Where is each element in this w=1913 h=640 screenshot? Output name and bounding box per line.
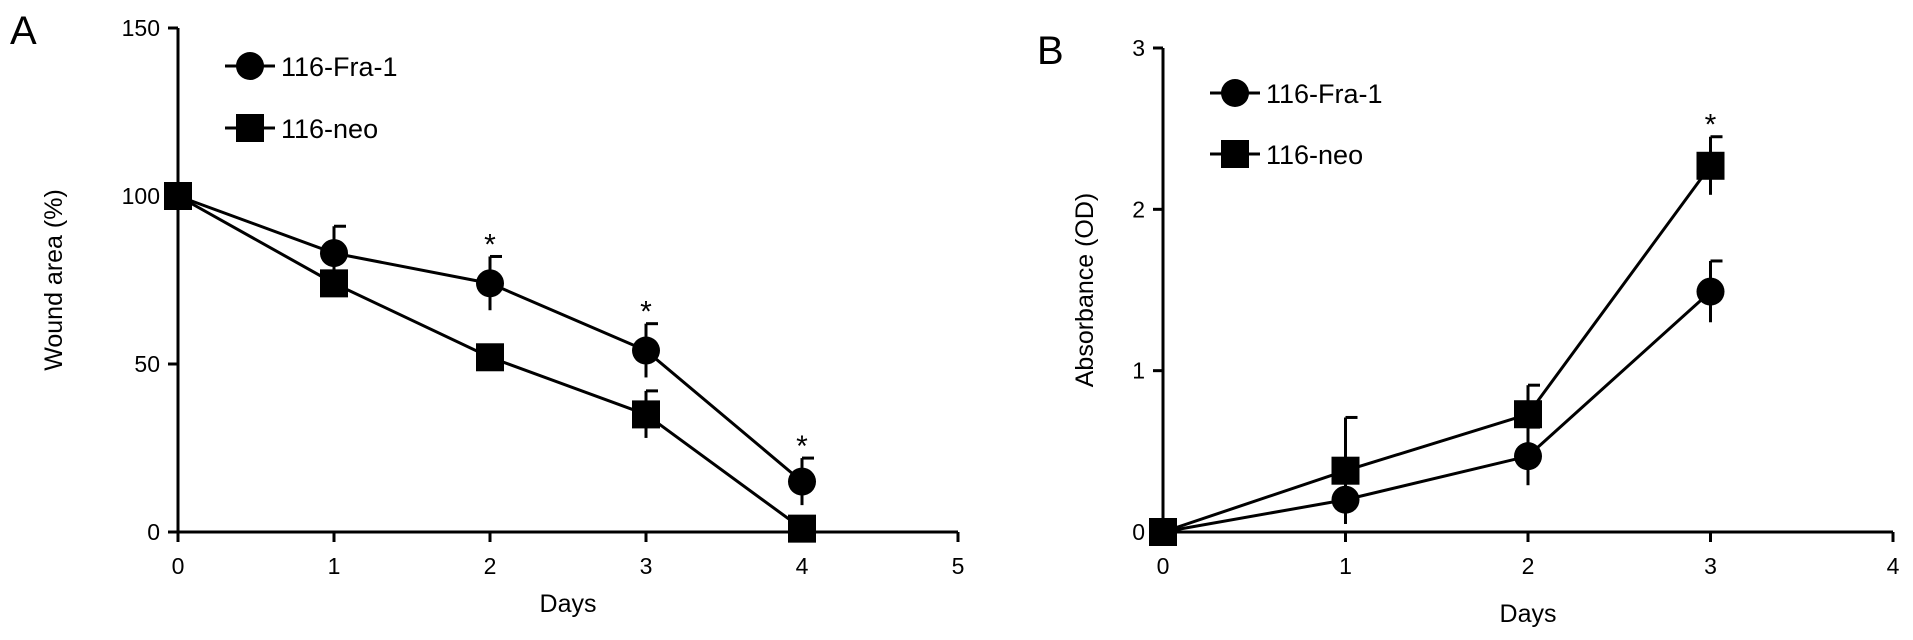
data-point <box>632 400 660 429</box>
legend-entry: 116-neo <box>1210 140 1363 170</box>
x-tick-label: 2 <box>484 553 497 579</box>
x-tick-label: 0 <box>1157 553 1170 579</box>
x-tick-label: 4 <box>796 553 809 579</box>
series-square: * <box>1149 109 1725 546</box>
x-tick-label: 0 <box>172 553 185 579</box>
significance-star: * <box>640 296 652 329</box>
data-point <box>1149 518 1177 546</box>
x-axis-title: Days <box>1500 600 1557 628</box>
legend-label: 116-neo <box>1266 140 1363 170</box>
panel-b-letter: B <box>1037 29 1064 73</box>
x-tick-label: 2 <box>1522 553 1535 579</box>
series-line <box>1162 164 1712 534</box>
chart-panel-a: A 0 50 100 150 0 1 2 3 4 5 Days Wound area (%) * * * 11… <box>10 9 964 618</box>
series-circle <box>1149 259 1725 546</box>
significance-star: * <box>1705 109 1717 142</box>
y-tick-label: 100 <box>122 183 160 209</box>
y-axis-title: Absorbance (OD) <box>1071 193 1099 388</box>
y-tick-label: 0 <box>1132 519 1145 545</box>
data-point <box>788 467 816 496</box>
y-tick-label: 150 <box>122 15 160 41</box>
data-point <box>476 343 504 372</box>
legend-label: 116-neo <box>281 114 378 144</box>
data-point <box>788 514 816 543</box>
data-point <box>320 239 348 268</box>
x-axis-title: Days <box>540 590 597 618</box>
data-point <box>1514 442 1542 471</box>
data-point <box>632 336 660 365</box>
legend-entry: 116-neo <box>225 114 378 144</box>
chart-panel-b: B 0 1 2 3 0 1 2 3 4 Days Absorbance (OD) * 116-Fra-1… <box>1037 29 1900 628</box>
data-point <box>1514 400 1542 429</box>
legend-marker <box>236 114 264 142</box>
legend-marker <box>236 52 264 80</box>
legend-marker <box>1221 79 1249 107</box>
x-tick-label: 3 <box>640 553 653 579</box>
data-point <box>320 269 348 298</box>
x-tick-label: 5 <box>952 553 965 579</box>
series-line <box>1162 290 1712 534</box>
legend-entry: 116-Fra-1 <box>1210 79 1383 109</box>
data-point <box>476 269 504 298</box>
x-tick-label: 4 <box>1887 553 1900 579</box>
y-axis-title: Wound area (%) <box>40 189 68 371</box>
panel-a-letter: A <box>10 9 37 53</box>
data-point <box>1331 456 1360 485</box>
y-tick-label: 0 <box>147 519 160 545</box>
significance-star: * <box>796 430 808 463</box>
y-tick-label: 1 <box>1132 358 1145 384</box>
data-point <box>1696 151 1725 180</box>
series-square <box>164 182 816 543</box>
y-tick-label: 50 <box>134 351 160 377</box>
legend-label: 116-Fra-1 <box>1266 79 1383 109</box>
legend-entry: 116-Fra-1 <box>225 52 398 82</box>
y-tick-label: 2 <box>1132 196 1145 222</box>
x-tick-label: 3 <box>1704 553 1717 579</box>
legend-label: 116-Fra-1 <box>281 52 398 82</box>
legend-marker <box>1221 140 1249 168</box>
x-tick-label: 1 <box>1339 553 1352 579</box>
data-point <box>1696 277 1725 306</box>
y-tick-label: 3 <box>1132 35 1145 61</box>
significance-star: * <box>484 228 496 261</box>
x-tick-label: 1 <box>328 553 341 579</box>
data-point <box>164 182 192 210</box>
